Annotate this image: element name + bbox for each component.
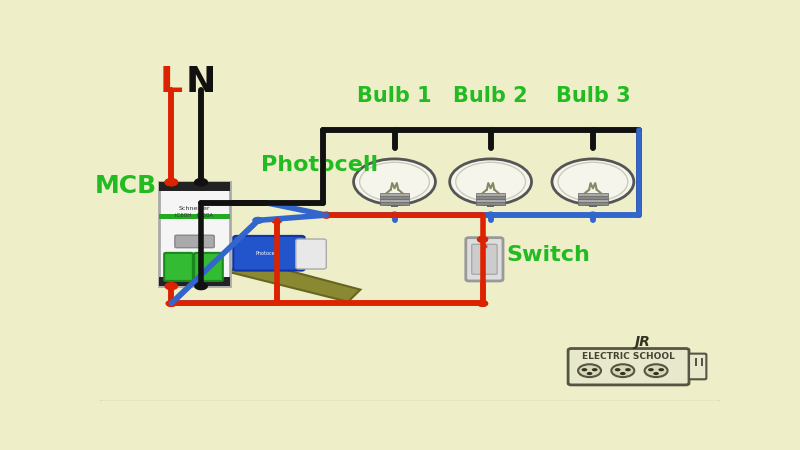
Circle shape [486, 212, 495, 218]
Circle shape [620, 372, 626, 375]
Bar [578, 194, 608, 196]
Circle shape [592, 368, 598, 371]
Bar [476, 196, 506, 199]
Circle shape [586, 372, 593, 375]
Bar [578, 199, 608, 202]
Circle shape [645, 364, 667, 377]
Circle shape [486, 212, 495, 218]
Circle shape [195, 179, 207, 186]
Circle shape [450, 159, 531, 205]
Text: Bulb 3: Bulb 3 [555, 86, 630, 106]
Circle shape [354, 159, 435, 205]
Circle shape [478, 237, 487, 242]
Text: Photocell: Photocell [255, 251, 278, 256]
FancyBboxPatch shape [159, 182, 230, 286]
Circle shape [253, 217, 263, 223]
Circle shape [390, 212, 399, 218]
Circle shape [195, 283, 207, 290]
Polygon shape [230, 258, 361, 302]
Circle shape [253, 217, 263, 223]
Bar [578, 196, 608, 199]
Bar [476, 194, 506, 196]
Text: Switch: Switch [506, 245, 590, 265]
Circle shape [166, 284, 176, 289]
Circle shape [165, 179, 178, 186]
Text: ELECTRIC SCHOOL: ELECTRIC SCHOOL [582, 352, 675, 361]
Circle shape [165, 283, 178, 290]
FancyBboxPatch shape [472, 244, 497, 274]
Circle shape [272, 217, 282, 223]
Circle shape [390, 212, 399, 218]
Circle shape [195, 179, 207, 186]
Circle shape [552, 159, 634, 205]
Text: MCB: MCB [95, 174, 157, 198]
Circle shape [658, 368, 664, 371]
Text: Schneider: Schneider [179, 206, 210, 211]
Bar [390, 205, 398, 207]
Text: Bulb 2: Bulb 2 [454, 86, 528, 106]
Text: L: L [160, 65, 182, 99]
Bar [380, 202, 410, 205]
Circle shape [614, 368, 621, 371]
FancyBboxPatch shape [164, 253, 193, 281]
Circle shape [322, 212, 331, 218]
Circle shape [578, 364, 601, 377]
Bar [380, 194, 410, 196]
FancyBboxPatch shape [466, 238, 503, 281]
Text: JR: JR [634, 335, 650, 349]
FancyBboxPatch shape [234, 236, 305, 270]
FancyBboxPatch shape [175, 235, 214, 248]
Circle shape [582, 368, 587, 371]
Bar [701, 359, 703, 366]
FancyBboxPatch shape [296, 239, 326, 269]
Circle shape [478, 301, 487, 306]
Bar [487, 205, 494, 207]
Bar [476, 202, 506, 205]
Circle shape [648, 368, 654, 371]
Bar [578, 202, 608, 205]
Circle shape [654, 372, 659, 375]
Circle shape [478, 237, 487, 242]
Bar [159, 278, 230, 286]
Circle shape [625, 368, 631, 371]
Text: N: N [186, 65, 216, 99]
Circle shape [166, 301, 176, 306]
Bar [159, 182, 230, 191]
Bar [159, 215, 230, 219]
Circle shape [611, 364, 634, 377]
FancyBboxPatch shape [568, 348, 689, 385]
Bar [476, 199, 506, 202]
Circle shape [166, 301, 176, 306]
Circle shape [588, 212, 598, 218]
Bar [380, 196, 410, 199]
Circle shape [165, 179, 178, 186]
Circle shape [478, 301, 487, 306]
Text: Bulb 1: Bulb 1 [357, 86, 432, 106]
FancyBboxPatch shape [97, 52, 723, 402]
Bar [589, 205, 597, 207]
Text: Photocell: Photocell [262, 155, 378, 175]
Circle shape [272, 217, 282, 223]
Circle shape [196, 284, 206, 289]
FancyBboxPatch shape [689, 354, 706, 379]
Bar [694, 359, 697, 366]
Bar [380, 199, 410, 202]
Circle shape [322, 212, 331, 218]
FancyBboxPatch shape [194, 253, 222, 281]
Circle shape [588, 212, 598, 218]
Text: iC60H   C-60A: iC60H C-60A [175, 213, 214, 218]
Circle shape [482, 245, 487, 248]
